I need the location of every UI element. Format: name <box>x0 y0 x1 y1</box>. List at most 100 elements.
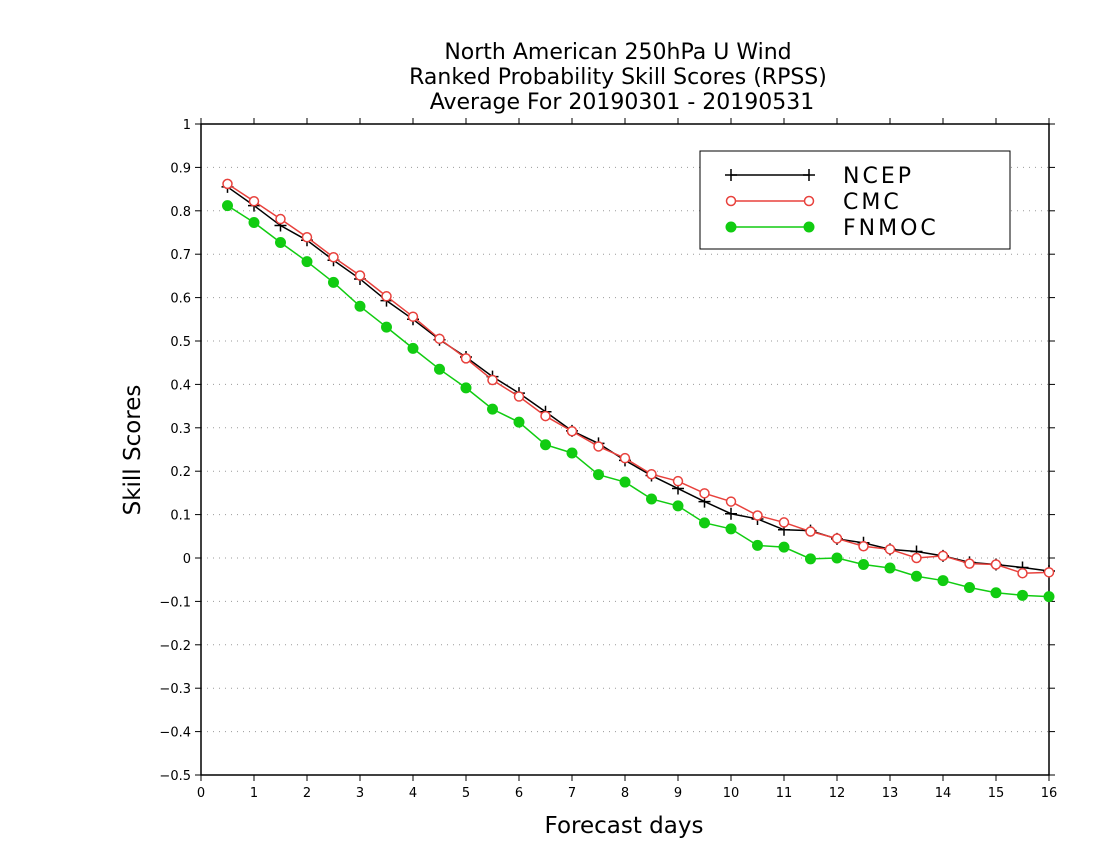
data-point-fnmoc <box>381 321 392 333</box>
y-tick-label: 0.2 <box>170 465 191 480</box>
x-axis-label: Forecast days <box>545 813 704 839</box>
x-tick-label: 8 <box>621 786 629 801</box>
data-point-cmc <box>460 353 472 364</box>
x-tick-label: 12 <box>829 786 846 801</box>
y-tick-label: 0.3 <box>170 422 191 437</box>
data-point-fnmoc <box>328 276 339 288</box>
data-point-cmc <box>301 232 313 243</box>
data-point-fnmoc <box>858 559 869 571</box>
data-point-fnmoc <box>275 236 286 248</box>
data-point-cmc <box>513 391 525 402</box>
data-point-cmc <box>1043 567 1055 578</box>
data-point-fnmoc <box>593 469 604 481</box>
data-point-fnmoc <box>222 200 233 212</box>
x-tick-label: 11 <box>776 786 793 801</box>
chart-title-line-3: Average For 20190301 - 20190531 <box>430 90 815 115</box>
data-point-cmc <box>699 488 710 499</box>
y-tick-label: 0.1 <box>170 509 191 524</box>
legend-marker-right-fnmoc <box>803 221 815 233</box>
data-point-fnmoc <box>1017 589 1028 601</box>
y-axis-label: Skill Scores <box>120 385 146 516</box>
data-point-cmc <box>672 475 684 487</box>
data-point-fnmoc <box>407 342 419 354</box>
data-point-cmc <box>990 559 1002 570</box>
data-point-cmc <box>805 526 816 537</box>
data-point-fnmoc <box>805 553 816 565</box>
data-point-cmc <box>593 441 604 452</box>
x-tick-label: 9 <box>674 786 682 801</box>
legend-label-ncep: NCEP <box>843 164 914 189</box>
data-point-fnmoc <box>248 217 260 229</box>
data-point-cmc <box>778 517 790 528</box>
data-point-fnmoc <box>487 403 498 415</box>
data-point-fnmoc <box>990 587 1002 599</box>
y-tick-label: −0.3 <box>159 682 191 697</box>
data-point-cmc <box>540 410 551 422</box>
x-tick-label: 6 <box>515 786 523 801</box>
legend-label-cmc: CMC <box>843 190 902 215</box>
x-tick-label: 5 <box>462 786 470 801</box>
axis-ticks: 1 0.9 0.8 0.7 0.6 0.5 0.4 0.3 0.2 0.1 0 −0.1 −0.2 −0.… <box>159 118 1057 801</box>
data-point-fnmoc <box>619 476 631 488</box>
x-tick-label: 15 <box>988 786 1005 801</box>
data-point-fnmoc <box>937 575 949 587</box>
chart-title-line-2: Ranked Probability Skill Scores (RPSS) <box>409 65 827 90</box>
data-point-fnmoc <box>752 539 763 551</box>
x-tick-label: 16 <box>1041 786 1058 801</box>
legend-entry-ncep: NCEP <box>725 164 914 189</box>
data-point-fnmoc <box>672 500 684 512</box>
legend-entry-fnmoc: FNMOC <box>725 216 939 241</box>
data-point-cmc <box>434 333 445 345</box>
data-point-cmc <box>646 468 657 480</box>
series-cmc <box>222 178 1055 579</box>
y-tick-label: −0.2 <box>159 639 191 654</box>
chart-title-line-1: North American 250hPa U Wind <box>444 40 791 65</box>
x-tick-label: 7 <box>568 786 576 801</box>
y-tick-label: 0.7 <box>170 248 191 263</box>
data-point-fnmoc <box>434 363 445 375</box>
data-point-fnmoc <box>831 552 843 564</box>
x-tick-label: 0 <box>197 786 205 801</box>
data-point-cmc <box>964 558 975 569</box>
data-point-cmc <box>275 213 286 225</box>
data-point-cmc <box>381 291 392 302</box>
data-point-fnmoc <box>301 256 313 268</box>
data-point-fnmoc <box>778 541 790 553</box>
data-point-cmc <box>222 178 233 190</box>
data-point-fnmoc <box>699 517 710 529</box>
x-tick-label: 14 <box>935 786 952 801</box>
data-point-fnmoc <box>1043 591 1055 603</box>
data-point-fnmoc <box>513 416 525 428</box>
y-tick-label: 0 <box>183 552 191 567</box>
data-point-cmc <box>911 552 922 564</box>
legend-marker-left-fnmoc <box>725 221 737 233</box>
data-point-cmc <box>858 541 869 552</box>
data-point-cmc <box>884 544 896 555</box>
legend-marker-left-cmc <box>725 195 737 207</box>
y-tick-label: 0.8 <box>170 205 191 220</box>
data-point-fnmoc <box>725 523 737 535</box>
data-point-ncep <box>725 507 737 520</box>
data-point-cmc <box>752 510 763 521</box>
legend-marker-left-ncep <box>725 169 737 181</box>
y-tick-label: 0.5 <box>170 335 191 350</box>
legend-label-fnmoc: FNMOC <box>843 216 939 241</box>
data-point-fnmoc <box>460 382 472 394</box>
data-point-fnmoc <box>354 300 366 312</box>
y-tick-label: −0.4 <box>159 726 191 741</box>
series-line-fnmoc <box>227 204 1050 598</box>
legend-entry-cmc: CMC <box>725 190 902 215</box>
legend-marker-right-ncep <box>803 169 815 181</box>
legend-marker-right-cmc <box>803 195 815 207</box>
data-point-cmc <box>407 311 419 322</box>
y-tick-label: 0.9 <box>170 161 191 176</box>
data-point-cmc <box>248 196 260 207</box>
grid-lines <box>201 166 1049 733</box>
data-point-cmc <box>328 251 339 263</box>
data-point-cmc <box>831 533 843 544</box>
y-tick-label: −0.1 <box>159 595 191 610</box>
data-point-cmc <box>1017 567 1028 579</box>
x-tick-label: 10 <box>723 786 740 801</box>
